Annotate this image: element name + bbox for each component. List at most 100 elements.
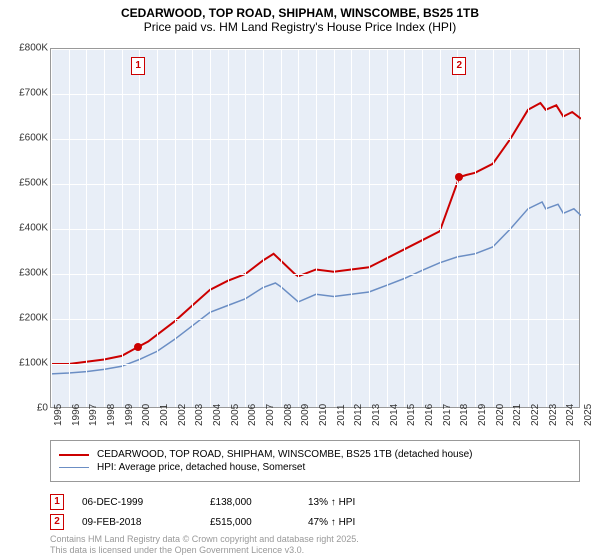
x-axis-tick-label: 2002 — [177, 404, 188, 426]
gridline-vertical — [351, 49, 352, 407]
y-axis-tick-label: £400K — [4, 223, 48, 234]
x-axis-tick-label: 2025 — [583, 404, 594, 426]
sales-row: 1 06-DEC-1999 £138,000 13% ↑ HPI — [50, 494, 580, 510]
sale-price: £515,000 — [210, 517, 290, 528]
sale-marker-badge: 2 — [50, 514, 64, 530]
gridline-vertical — [281, 49, 282, 407]
y-axis-tick-label: £200K — [4, 313, 48, 324]
x-axis-tick-label: 2007 — [265, 404, 276, 426]
footer-line: Contains HM Land Registry data © Crown c… — [50, 534, 359, 545]
footer-line: This data is licensed under the Open Gov… — [50, 545, 359, 556]
y-axis-tick-label: £500K — [4, 178, 48, 189]
sale-pct-vs-hpi: 13% ↑ HPI — [308, 497, 398, 508]
x-axis-tick-label: 2003 — [194, 404, 205, 426]
legend: CEDARWOOD, TOP ROAD, SHIPHAM, WINSCOMBE,… — [50, 440, 580, 482]
gridline-vertical — [457, 49, 458, 407]
gridline-vertical — [528, 49, 529, 407]
x-axis-tick-label: 2020 — [495, 404, 506, 426]
gridline-vertical — [157, 49, 158, 407]
sale-marker-badge: 1 — [50, 494, 64, 510]
x-axis-tick-label: 2013 — [371, 404, 382, 426]
x-axis-tick-label: 1995 — [53, 404, 64, 426]
x-axis-tick-label: 2000 — [141, 404, 152, 426]
gridline-horizontal — [51, 229, 579, 230]
x-axis-tick-label: 2006 — [247, 404, 258, 426]
y-axis-tick-label: £300K — [4, 268, 48, 279]
legend-item: HPI: Average price, detached house, Some… — [59, 462, 571, 473]
gridline-vertical — [563, 49, 564, 407]
gridline-vertical — [245, 49, 246, 407]
gridline-horizontal — [51, 184, 579, 185]
sale-pct-vs-hpi: 47% ↑ HPI — [308, 517, 398, 528]
gridline-vertical — [422, 49, 423, 407]
legend-label: HPI: Average price, detached house, Some… — [97, 462, 305, 473]
x-axis-tick-label: 2005 — [230, 404, 241, 426]
legend-label: CEDARWOOD, TOP ROAD, SHIPHAM, WINSCOMBE,… — [97, 449, 472, 460]
x-axis-tick-label: 1999 — [124, 404, 135, 426]
gridline-vertical — [546, 49, 547, 407]
gridline-vertical — [69, 49, 70, 407]
y-axis-tick-label: £800K — [4, 43, 48, 54]
gridline-vertical — [263, 49, 264, 407]
x-axis-tick-label: 2015 — [406, 404, 417, 426]
y-axis-tick-label: £100K — [4, 358, 48, 369]
chart-container: CEDARWOOD, TOP ROAD, SHIPHAM, WINSCOMBE,… — [0, 0, 600, 560]
gridline-vertical — [228, 49, 229, 407]
gridline-vertical — [51, 49, 52, 407]
y-axis-tick-label: £700K — [4, 88, 48, 99]
sales-row: 2 09-FEB-2018 £515,000 47% ↑ HPI — [50, 514, 580, 530]
gridline-horizontal — [51, 49, 579, 50]
gridline-horizontal — [51, 364, 579, 365]
gridline-vertical — [440, 49, 441, 407]
legend-item: CEDARWOOD, TOP ROAD, SHIPHAM, WINSCOMBE,… — [59, 449, 571, 460]
x-axis-tick-label: 2012 — [353, 404, 364, 426]
legend-swatch — [59, 454, 89, 456]
gridline-vertical — [192, 49, 193, 407]
x-axis-tick-label: 2016 — [424, 404, 435, 426]
gridline-horizontal — [51, 319, 579, 320]
gridline-vertical — [86, 49, 87, 407]
gridline-vertical — [316, 49, 317, 407]
gridline-vertical — [475, 49, 476, 407]
gridline-vertical — [104, 49, 105, 407]
sale-marker-box: 1 — [131, 57, 145, 75]
x-axis-tick-label: 2008 — [283, 404, 294, 426]
title-address: CEDARWOOD, TOP ROAD, SHIPHAM, WINSCOMBE,… — [8, 6, 592, 20]
gridline-vertical — [139, 49, 140, 407]
gridline-horizontal — [51, 139, 579, 140]
x-axis-tick-label: 2017 — [442, 404, 453, 426]
x-axis-tick-label: 2021 — [512, 404, 523, 426]
sale-price: £138,000 — [210, 497, 290, 508]
gridline-vertical — [298, 49, 299, 407]
gridline-vertical — [334, 49, 335, 407]
legend-swatch — [59, 467, 89, 469]
gridline-vertical — [369, 49, 370, 407]
title-subtitle: Price paid vs. HM Land Registry's House … — [8, 20, 592, 34]
x-axis-tick-label: 2019 — [477, 404, 488, 426]
gridline-vertical — [493, 49, 494, 407]
gridline-horizontal — [51, 274, 579, 275]
gridline-vertical — [510, 49, 511, 407]
sale-marker-box: 2 — [452, 57, 466, 75]
x-axis-tick-label: 1998 — [106, 404, 117, 426]
sale-point-dot — [455, 173, 463, 181]
gridline-vertical — [210, 49, 211, 407]
footer-attribution: Contains HM Land Registry data © Crown c… — [50, 534, 359, 556]
x-axis-tick-label: 2010 — [318, 404, 329, 426]
sale-date: 06-DEC-1999 — [82, 497, 192, 508]
chart-svg — [51, 49, 579, 407]
x-axis-tick-label: 2014 — [389, 404, 400, 426]
x-axis-tick-label: 2022 — [530, 404, 541, 426]
x-axis-tick-label: 2018 — [459, 404, 470, 426]
x-axis-tick-label: 1996 — [71, 404, 82, 426]
x-axis-tick-label: 2004 — [212, 404, 223, 426]
gridline-vertical — [581, 49, 582, 407]
x-axis-tick-label: 2011 — [336, 404, 347, 426]
gridline-vertical — [404, 49, 405, 407]
gridline-vertical — [175, 49, 176, 407]
gridline-vertical — [122, 49, 123, 407]
x-axis-tick-label: 2009 — [300, 404, 311, 426]
x-axis-tick-label: 2023 — [548, 404, 559, 426]
y-axis-tick-label: £0 — [4, 403, 48, 414]
sale-point-dot — [134, 343, 142, 351]
